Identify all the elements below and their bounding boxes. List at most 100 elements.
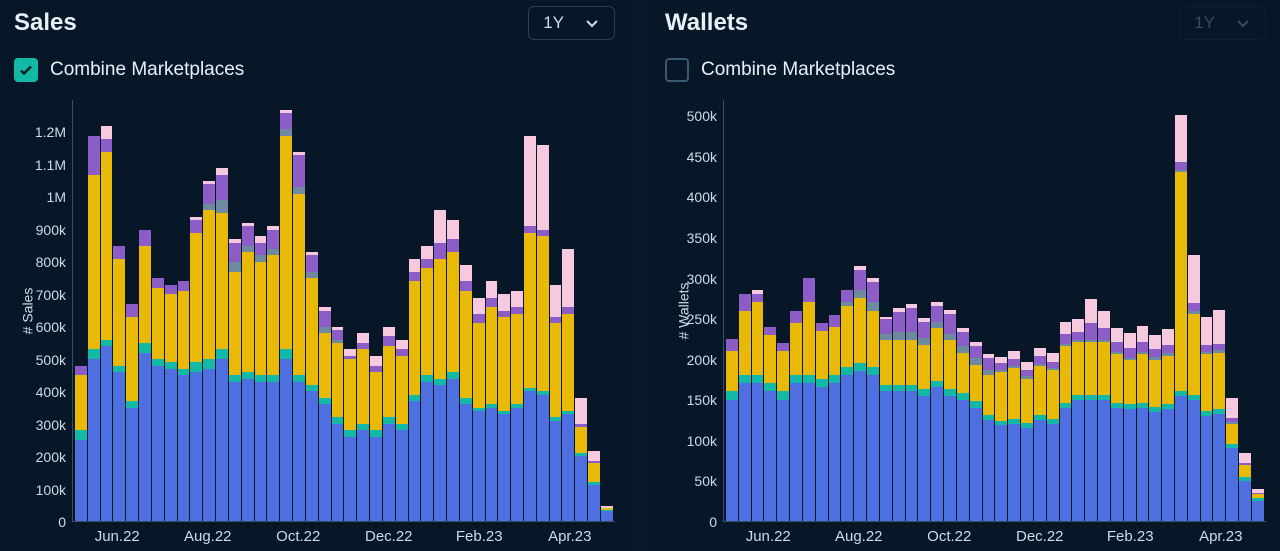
bar-segment-blue	[867, 375, 879, 521]
bar-segment-blue	[280, 359, 292, 521]
bar-segment-yellow	[203, 210, 215, 359]
bar-segment-pink	[357, 333, 369, 343]
bar	[383, 100, 395, 521]
bar	[306, 100, 318, 521]
bar-segment-pink	[575, 398, 587, 424]
bar-segment-blue	[995, 425, 1007, 521]
bar-segment-pink	[1226, 398, 1238, 418]
bar-segment-blue	[1072, 400, 1084, 521]
bar-segment-purple	[280, 113, 292, 129]
bar	[1226, 100, 1238, 521]
bar-segment-blue	[383, 424, 395, 521]
bar-segment-yellow	[383, 346, 395, 417]
bar-segment-pink	[473, 298, 485, 314]
bar	[1201, 100, 1213, 521]
bar-segment-blue	[1124, 409, 1136, 521]
bar	[1162, 100, 1174, 521]
bar-segment-purple	[880, 319, 892, 334]
bar-segment-blue	[75, 440, 87, 521]
bar-segment-yellow	[918, 345, 930, 390]
bar-segment-yellow	[995, 372, 1007, 421]
bar-segment-teal	[726, 391, 738, 399]
sales-combine-row[interactable]: Combine Marketplaces	[14, 50, 615, 94]
bar-segment-blue	[1098, 400, 1110, 521]
bar-segment-purple	[229, 243, 241, 262]
bar	[1008, 100, 1020, 521]
bar-segment-purple	[216, 175, 228, 201]
sales-range-select[interactable]: 1Y	[528, 6, 615, 40]
bar-segment-pink	[409, 259, 421, 272]
bar-segment-blue	[739, 383, 751, 521]
bar-segment-purple	[1060, 334, 1072, 344]
bar-segment-purple	[790, 311, 802, 323]
bar	[867, 100, 879, 521]
bar-segment-teal	[739, 375, 751, 383]
bar-segment-blue	[816, 387, 828, 521]
bar-segment-yellow	[1239, 465, 1251, 477]
sales-combine-checkbox[interactable]	[14, 58, 38, 82]
bar-segment-pink	[550, 285, 562, 317]
bar-segment-blue	[344, 437, 356, 521]
bar-segment-yellow	[816, 331, 828, 380]
bar	[957, 100, 969, 521]
bar	[460, 100, 472, 521]
bar-segment-teal	[854, 363, 866, 371]
xtick-label: Dec.22	[995, 528, 1086, 545]
bar	[473, 100, 485, 521]
wallets-range-select[interactable]: 1Y	[1179, 6, 1266, 40]
bar-segment-yellow	[739, 311, 751, 376]
sales-title: Sales	[14, 9, 77, 37]
wallets-combine-checkbox[interactable]	[665, 58, 689, 82]
bar-segment-blue	[537, 395, 549, 521]
bar-segment-blue	[370, 437, 382, 521]
bar	[229, 100, 241, 521]
bar-segment-pink	[1008, 351, 1020, 359]
bar-segment-pink	[486, 281, 498, 297]
bar-segment-blue	[983, 420, 995, 521]
bar-segment-purple	[816, 323, 828, 331]
bar	[1213, 100, 1225, 521]
bar-segment-blue	[357, 430, 369, 521]
bar-segment-yellow	[931, 328, 943, 381]
bar-segment-pink	[396, 340, 408, 350]
bar-segment-purple	[203, 184, 215, 203]
bar-segment-pink	[383, 327, 395, 337]
bar-segment-teal	[75, 430, 87, 440]
wallets-combine-row[interactable]: Combine Marketplaces	[665, 50, 1266, 94]
sales-bars	[73, 100, 615, 521]
bar	[293, 100, 305, 521]
bar-segment-yellow	[970, 365, 982, 401]
bar-segment-pink	[1085, 299, 1097, 323]
bar-segment-yellow	[152, 288, 164, 359]
bar-segment-teal	[280, 349, 292, 359]
bar-segment-purple	[829, 315, 841, 327]
bar-segment-yellow	[1213, 353, 1225, 410]
bar-segment-blue	[216, 359, 228, 521]
bar-segment-blue	[498, 414, 510, 521]
bar-segment-yellow	[1162, 356, 1174, 405]
bar-segment-yellow	[216, 213, 228, 349]
xtick-label: Apr.23	[1176, 528, 1267, 545]
bar-segment-pink	[562, 249, 574, 307]
bar	[918, 100, 930, 521]
bar	[893, 100, 905, 521]
bar	[126, 100, 138, 521]
wallets-range-label: 1Y	[1194, 13, 1215, 33]
bar-segment-purple	[460, 281, 472, 291]
bar-segment-yellow	[957, 353, 969, 393]
wallets-panel: Wallets 1Y Combine Marketplaces # Wallet…	[651, 0, 1280, 551]
bar-segment-yellow	[1226, 424, 1238, 444]
bar-segment-yellow	[880, 340, 892, 385]
bar	[550, 100, 562, 521]
bar-segment-blue	[1060, 408, 1072, 521]
bar-segment-blue	[970, 408, 982, 521]
bar-segment-blue	[1201, 416, 1213, 521]
bar-segment-purple	[841, 290, 853, 302]
bar-segment-yellow	[511, 314, 523, 405]
bar-segment-purple	[75, 366, 87, 376]
bar-segment-blue	[332, 424, 344, 521]
bar-segment-teal	[139, 343, 151, 353]
bar-segment-pink	[1072, 319, 1084, 331]
bar-segment-pink	[511, 291, 523, 307]
bar-segment-yellow	[178, 291, 190, 369]
